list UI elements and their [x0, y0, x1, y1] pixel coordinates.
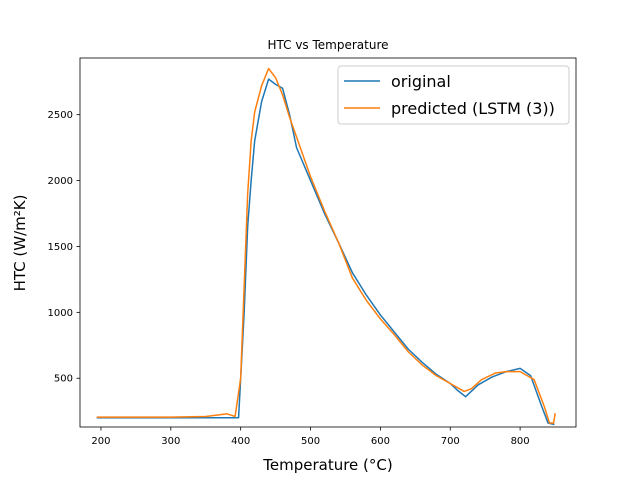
y-tick-label: 500 — [54, 374, 73, 385]
legend-label-0: original — [391, 72, 451, 91]
x-tick-label: 400 — [231, 436, 250, 447]
x-tick-label: 600 — [371, 436, 390, 447]
legend-box — [337, 65, 570, 125]
y-axis-ticks: 500 1000 1500 2000 2500 — [48, 110, 80, 385]
x-tick-label: 800 — [511, 436, 530, 447]
x-tick-label: 300 — [161, 436, 180, 447]
series-line-1 — [96, 67, 556, 424]
y-tick-label: 1000 — [48, 308, 73, 319]
x-tick-label: 200 — [91, 436, 110, 447]
legend: original predicted (LSTM (3)) — [337, 65, 570, 125]
x-axis-label: Temperature (°C) — [262, 456, 392, 474]
chart-title: HTC vs Temperature — [267, 38, 388, 52]
x-tick-label: 500 — [301, 436, 320, 447]
y-axis-label: HTC (W/m²K) — [11, 195, 29, 292]
y-tick-label: 2000 — [48, 176, 73, 187]
y-tick-label: 1500 — [48, 242, 73, 253]
y-tick-label: 2500 — [48, 110, 73, 121]
series-lines — [96, 67, 556, 426]
x-axis-ticks: 200 300 400 500 600 700 800 — [91, 427, 530, 447]
legend-label-1: predicted (LSTM (3)) — [391, 99, 555, 118]
series-line-0 — [96, 78, 555, 426]
plot-frame — [79, 57, 577, 428]
x-tick-label: 700 — [441, 436, 460, 447]
